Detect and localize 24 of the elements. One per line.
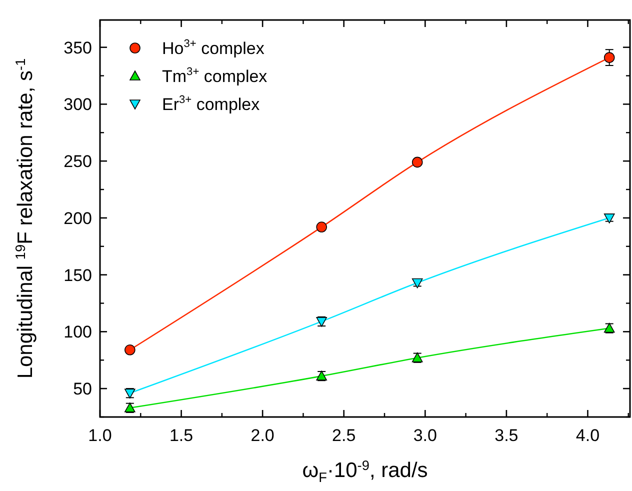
x-tick-label: 1.0 — [88, 426, 112, 445]
point — [604, 214, 615, 224]
x-tick-label: 3.0 — [413, 426, 437, 445]
x-tick-label: 3.5 — [494, 426, 518, 445]
point — [316, 222, 327, 232]
point — [604, 52, 615, 63]
legend-label: Tm$^{3+}$ complex — [162, 66, 268, 86]
y-tick-label: 200 — [64, 208, 92, 228]
x-tick-label: 1.5 — [169, 426, 194, 445]
y-tick-label: 50 — [73, 380, 92, 399]
y-tick-label: 350 — [64, 38, 92, 58]
y-tick-label: 150 — [64, 266, 92, 285]
y-tick-label: 100 — [64, 322, 92, 342]
y-tick-label: 300 — [64, 95, 92, 114]
y-tick-label: 250 — [64, 152, 92, 172]
x-tick-label: 2.0 — [250, 426, 274, 445]
x-axis-title: ω$_{F}$·10$^{-9}$, rad/s — [302, 458, 428, 485]
x-tick-label: 2.5 — [332, 426, 356, 445]
point — [412, 278, 423, 288]
point — [124, 344, 136, 356]
point — [412, 156, 423, 168]
x-tick-label: 4.0 — [576, 426, 600, 445]
legend-label: Ho$^{3+}$ complex — [162, 38, 265, 58]
legend-label: Er$^{3+}$ complex — [162, 94, 260, 114]
